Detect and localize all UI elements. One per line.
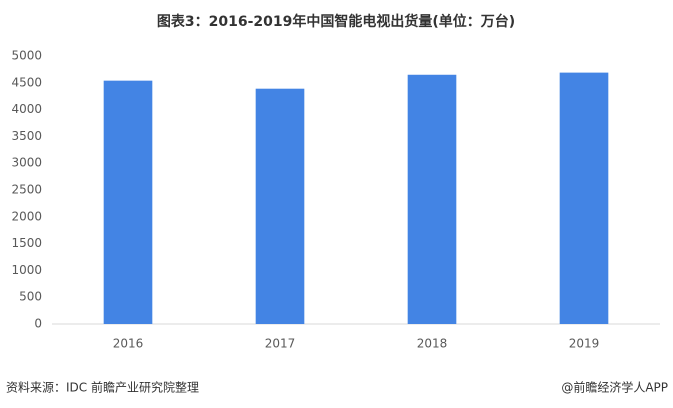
bar <box>103 80 153 324</box>
bar <box>407 74 457 324</box>
y-tick-label: 1500 <box>11 236 42 250</box>
credit: @前瞻经济学人APP <box>561 380 668 395</box>
bar <box>559 72 609 324</box>
y-tick-label: 2000 <box>11 209 42 223</box>
y-tick-label: 3000 <box>11 156 42 170</box>
chart-title: 图表3：2016-2019年中国智能电视出货量(单位：万台) <box>157 13 515 30</box>
y-tick-label: 4000 <box>11 102 42 116</box>
source-note: 资料来源：IDC 前瞻产业研究院整理 <box>6 380 199 395</box>
y-tick-label: 0 <box>34 317 42 331</box>
x-tick-label: 2017 <box>265 337 296 351</box>
x-tick-label: 2019 <box>569 337 600 351</box>
y-tick-label: 1000 <box>11 263 42 277</box>
bar <box>255 88 305 324</box>
x-tick-label: 2016 <box>113 337 144 351</box>
y-tick-label: 500 <box>19 290 42 304</box>
y-tick-label: 4500 <box>11 75 42 89</box>
x-tick-label: 2018 <box>417 337 448 351</box>
y-tick-label: 3500 <box>11 129 42 143</box>
y-tick-label: 2500 <box>11 183 42 197</box>
y-tick-label: 5000 <box>11 49 42 63</box>
